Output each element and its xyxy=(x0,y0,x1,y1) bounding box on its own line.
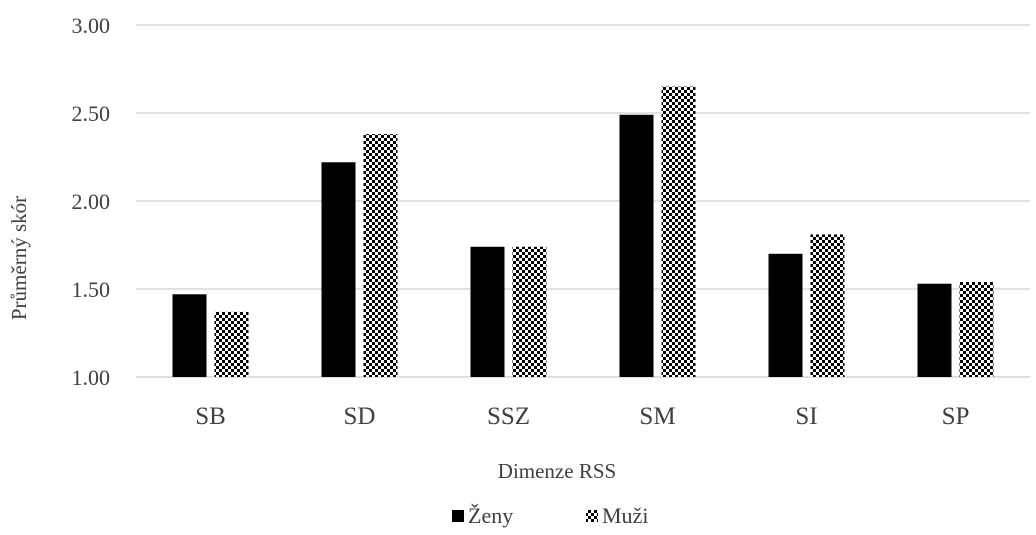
legend-label: Ženy xyxy=(468,503,513,528)
x-tick-label: SSZ xyxy=(487,403,530,430)
x-tick-label: SI xyxy=(795,403,817,430)
x-axis-categories: SB SD SSZ SM SI SP xyxy=(195,403,969,430)
bar-ssz-series-1 xyxy=(470,246,505,377)
bar-sm-series-2 xyxy=(661,86,696,377)
legend-swatch xyxy=(452,510,464,522)
x-tick-label: SB xyxy=(195,403,226,430)
bar-si-series-2 xyxy=(810,234,845,377)
bar-sm-series-1 xyxy=(619,114,654,377)
legend-label: Muži xyxy=(602,503,648,528)
y-tick-label: 1.50 xyxy=(72,277,111,302)
y-axis-title: Průměrný skór xyxy=(7,196,31,320)
y-axis-ticks: 1.00 1.50 2.00 2.50 3.00 xyxy=(72,13,111,390)
legend: Ženy Muži xyxy=(452,503,648,528)
x-axis-title: Dimenze RSS xyxy=(498,459,616,483)
bar-ssz-series-2 xyxy=(512,246,547,377)
legend-swatch xyxy=(586,510,598,522)
y-tick-label: 3.00 xyxy=(72,13,111,38)
grid-lines xyxy=(136,24,1030,378)
bar-si-series-1 xyxy=(768,253,803,377)
bar-sp-series-1 xyxy=(917,283,952,377)
x-tick-label: SM xyxy=(639,403,675,430)
bar-sd-series-2 xyxy=(363,134,398,377)
x-tick-label: SP xyxy=(942,403,970,430)
bar-sb-series-1 xyxy=(172,294,207,377)
bar-sp-series-2 xyxy=(959,281,994,377)
y-tick-label: 2.50 xyxy=(72,101,111,126)
bar-sb-series-2 xyxy=(214,311,249,377)
y-tick-label: 2.00 xyxy=(72,189,111,214)
x-tick-label: SD xyxy=(344,403,376,430)
bar-sd-series-1 xyxy=(321,162,356,377)
bars xyxy=(172,86,994,377)
y-tick-label: 1.00 xyxy=(72,365,111,390)
